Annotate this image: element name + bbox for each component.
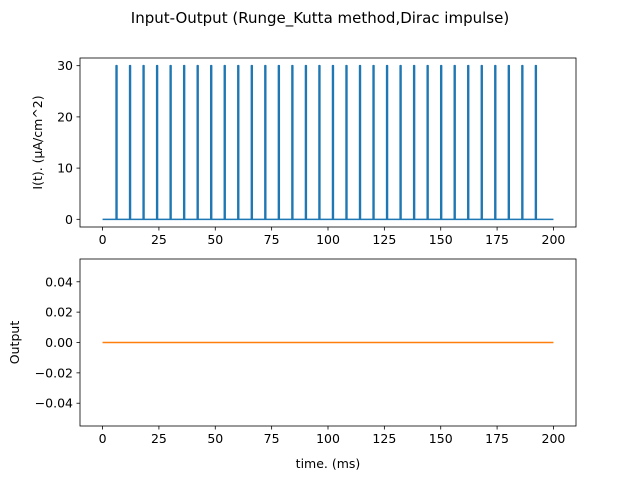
input-y-axis-label: I(t). (μA/cm^2) — [30, 95, 45, 189]
output-plot: 0 25 50 75 100 125 150 175 200 −0.04 −0.02 0.00 0.0… — [7, 258, 577, 471]
x-tick-label: 175 — [485, 232, 509, 247]
x-tick-label: 75 — [264, 431, 280, 446]
x-tick-label: 0 — [99, 232, 107, 247]
figure-title: Input-Output (Runge_Kutta method,Dirac i… — [131, 9, 509, 28]
y-tick-label: 10 — [57, 161, 73, 176]
y-tick-label: −0.02 — [35, 365, 73, 380]
x-tick-label: 200 — [542, 431, 566, 446]
input-current-series-line — [102, 64, 554, 221]
y-tick-label: 0.02 — [45, 305, 73, 320]
x-tick-label: 200 — [542, 232, 566, 247]
x-tick-label: 175 — [485, 431, 509, 446]
x-tick-label: 150 — [429, 431, 453, 446]
x-tick-label: 25 — [151, 232, 167, 247]
x-tick-label: 150 — [429, 232, 453, 247]
x-tick-label: 0 — [99, 431, 107, 446]
output-x-axis-label: time. (ms) — [296, 456, 361, 471]
x-tick-label: 25 — [151, 431, 167, 446]
y-tick-label: 20 — [57, 109, 73, 124]
x-tick-label: 100 — [316, 232, 340, 247]
y-tick-label: −0.04 — [35, 396, 73, 411]
output-y-axis-label: Output — [7, 321, 22, 365]
x-tick-label: 125 — [372, 232, 396, 247]
y-tick-label: 0.00 — [45, 335, 73, 350]
input-plot-frame — [79, 57, 577, 228]
x-tick-label: 125 — [372, 431, 396, 446]
y-tick-label: 30 — [57, 58, 73, 73]
y-tick-label: 0 — [65, 212, 73, 227]
y-tick-label: 0.04 — [45, 274, 73, 289]
x-tick-label: 50 — [207, 232, 223, 247]
x-tick-label: 100 — [316, 431, 340, 446]
input-current-plot: 0 25 50 75 100 125 150 175 200 0 10 20 30 I(t). (μA… — [30, 57, 577, 247]
x-tick-label: 75 — [264, 232, 280, 247]
x-tick-label: 50 — [207, 431, 223, 446]
